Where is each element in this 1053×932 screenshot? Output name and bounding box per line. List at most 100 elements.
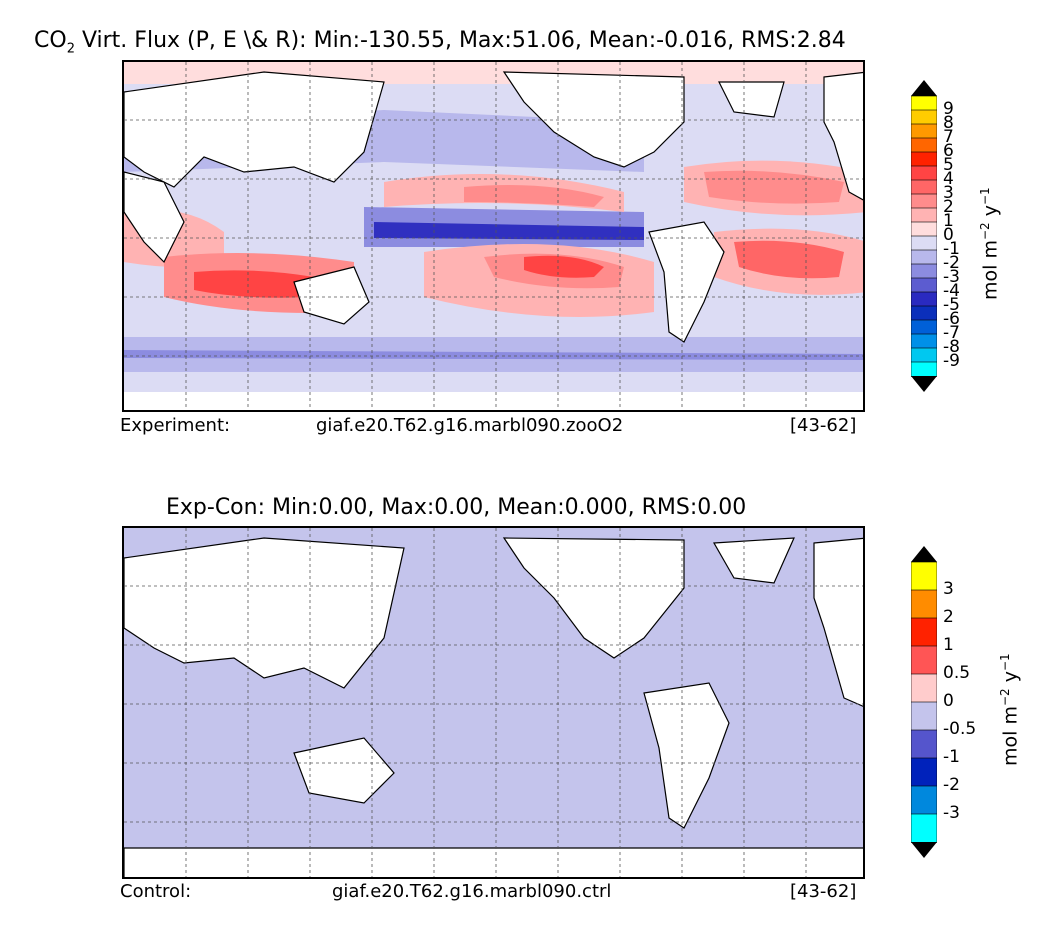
- panel2-colorbar-svg: [910, 546, 938, 858]
- colorbar-tick-label: -8: [943, 337, 960, 357]
- colorbar-swatch: [910, 319, 938, 335]
- panel1-caption-center: giaf.e20.T62.g16.marbl090.zooO2: [316, 415, 624, 436]
- colorbar-swatch: [910, 617, 938, 647]
- colorbar-swatch: [910, 179, 938, 195]
- panel2-colorbar: [910, 546, 938, 858]
- panel1-land: [124, 71, 863, 343]
- colorbar-swatch: [910, 813, 938, 843]
- colorbar-swatch: [910, 305, 938, 321]
- colorbar-tick-label: 8: [943, 113, 954, 133]
- colorbar-tick-label: 1: [943, 635, 954, 655]
- colorbar-tick-label: -2: [943, 253, 960, 273]
- panel2-map: [122, 526, 865, 879]
- colorbar-swatch: [910, 729, 938, 759]
- colorbar-swatch: [910, 249, 938, 265]
- colorbar-tick-label: -6: [943, 309, 960, 329]
- colorbar-swatch: [910, 109, 938, 125]
- colorbar-tick-label: 3: [943, 183, 954, 203]
- colorbar-swatch: [910, 235, 938, 251]
- colorbar-tick-label: -2: [943, 775, 960, 795]
- panel2-unit-mid: y: [999, 671, 1022, 689]
- panel2-grid: [124, 528, 863, 877]
- colorbar-tick-label: 5: [943, 155, 954, 175]
- panel1-unit-main: mol m: [979, 240, 1002, 300]
- colorbar-tick-label: -9: [943, 351, 960, 371]
- panel2-colorbar-unit: mol m−2 y−1: [998, 653, 1021, 766]
- colorbar-extend-bottom: [911, 376, 937, 392]
- colorbar-swatch: [910, 333, 938, 349]
- colorbar-swatch: [910, 757, 938, 787]
- colorbar-swatch: [910, 137, 938, 153]
- antarctica: [124, 392, 863, 410]
- colorbar-swatch: [910, 645, 938, 675]
- colorbar-swatch: [910, 701, 938, 731]
- panel2-caption-center: giaf.e20.T62.g16.marbl090.ctrl: [332, 881, 612, 902]
- colorbar-extend-top: [911, 80, 937, 96]
- panel2-unit-sup1: −2: [998, 688, 1012, 707]
- panel1-title-rest: Virt. Flux (P, E \& R): Min:-130.55, Max…: [74, 28, 846, 53]
- colorbar-tick-label: 2: [943, 607, 954, 627]
- panel2-title: Exp-Con: Min:0.00, Max:0.00, Mean:0.000,…: [166, 495, 747, 520]
- colorbar-tick-label: 7: [943, 127, 954, 147]
- colorbar-tick-label: 3: [943, 579, 954, 599]
- colorbar-tick-label: 1: [943, 211, 954, 231]
- colorbar-swatch: [910, 561, 938, 591]
- panel1-title-main: CO: [34, 28, 67, 53]
- colorbar-swatch: [910, 221, 938, 237]
- colorbar-tick-label: -4: [943, 281, 960, 301]
- colorbar-tick-label: 0.5: [943, 663, 971, 683]
- south-pacific-core: [524, 255, 604, 278]
- panel1-colorbar: [910, 80, 938, 392]
- colorbar-swatch: [910, 361, 938, 377]
- north-pacific-red: [464, 184, 604, 207]
- colorbar-swatch: [910, 193, 938, 209]
- colorbar-tick-label: 2: [943, 197, 954, 217]
- panel1-unit-sup2: −1: [978, 187, 992, 206]
- colorbar-extend-bottom: [911, 842, 937, 858]
- southern-ocean-band: [124, 350, 863, 360]
- panel2-caption-left: Control:: [120, 881, 192, 902]
- colorbar-tick-label: 9: [943, 99, 954, 119]
- colorbar-extend-top: [911, 546, 937, 562]
- colorbar-tick-label: -0.5: [943, 719, 977, 739]
- colorbar-tick-label: -1: [943, 239, 960, 259]
- colorbar-tick-label: -3: [943, 267, 960, 287]
- colorbar-tick-label: 4: [943, 169, 954, 189]
- south-atlantic-red: [734, 240, 844, 279]
- panel1-title-sub: 2: [66, 41, 75, 57]
- panel2-unit-sup2: −1: [998, 653, 1012, 672]
- colorbar-swatch: [910, 263, 938, 279]
- equatorial-deep-blue: [374, 222, 644, 240]
- colorbar-swatch: [910, 291, 938, 307]
- colorbar-tick-label: 0: [943, 225, 954, 245]
- colorbar-swatch: [910, 165, 938, 181]
- colorbar-tick-label: -7: [943, 323, 960, 343]
- colorbar-swatch: [910, 123, 938, 139]
- indian-south-core: [194, 270, 314, 298]
- panel1-caption-left: Experiment:: [120, 415, 231, 436]
- colorbar-swatch: [910, 95, 938, 111]
- colorbar-swatch: [910, 151, 938, 167]
- panel2-map-svg: [124, 528, 863, 877]
- panel1-unit-sup1: −2: [978, 222, 992, 241]
- colorbar-swatch: [910, 589, 938, 619]
- panel1-map: [122, 60, 865, 412]
- colorbar-tick-label: -1: [943, 747, 960, 767]
- panel2-unit-main: mol m: [999, 706, 1022, 766]
- colorbar-swatch: [910, 347, 938, 363]
- panel1-map-svg: [124, 62, 863, 410]
- colorbar-tick-label: -5: [943, 295, 960, 315]
- colorbar-tick-label: 0: [943, 691, 954, 711]
- panel1-colorbar-svg: [910, 80, 938, 392]
- panel1-grid: [124, 62, 863, 410]
- panel1-colorbar-unit: mol m−2 y−1: [978, 187, 1001, 300]
- panel2-caption-right: [43-62]: [790, 881, 857, 902]
- colorbar-swatch: [910, 277, 938, 293]
- colorbar-swatch: [910, 785, 938, 815]
- panel1-title: CO2 Virt. Flux (P, E \& R): Min:-130.55,…: [34, 28, 846, 56]
- panel2-land: [124, 537, 863, 877]
- colorbar-swatch: [910, 207, 938, 223]
- colorbar-tick-label: 6: [943, 141, 954, 161]
- colorbar-tick-label: -3: [943, 803, 960, 823]
- colorbar-swatch: [910, 673, 938, 703]
